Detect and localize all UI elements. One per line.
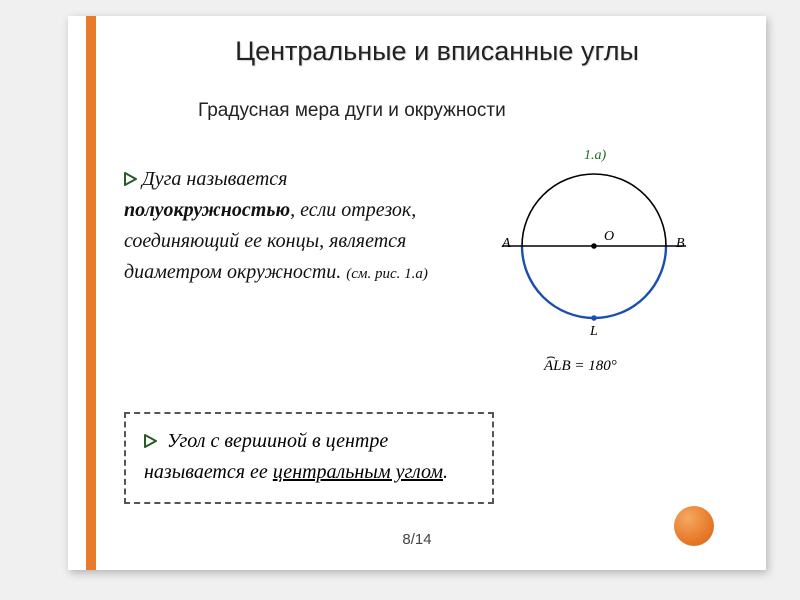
label-a: A <box>502 236 511 252</box>
bullet-arrow-icon <box>124 172 138 186</box>
fig-label: 1.а) <box>584 148 606 164</box>
slide-title: Центральные и вписанные углы <box>148 36 726 67</box>
central-angle-box: Угол с вершиной в центре называется ее ц… <box>124 412 494 504</box>
circle-diagram: 1.а) A B O L ⌢ ALB = 180° <box>484 146 704 376</box>
box-post: . <box>443 461 448 483</box>
body1-ref: (см. рис. 1.а) <box>346 266 428 282</box>
box-underline: центральным углом <box>273 461 443 483</box>
bullet-arrow-icon <box>144 434 158 448</box>
label-l: L <box>590 324 598 340</box>
accent-bar <box>86 16 96 570</box>
arc-formula: ⌢ ALB = 180° <box>544 358 617 375</box>
label-o: O <box>604 229 614 245</box>
slide-frame: Центральные и вписанные углы Градусная м… <box>68 16 766 570</box>
circle-svg <box>484 146 704 346</box>
page-number: 8/14 <box>68 531 766 548</box>
definition-paragraph: Дуга называется полуокружностью, если от… <box>124 164 444 288</box>
body1-pre: Дуга называется <box>142 168 287 190</box>
label-b: B <box>676 236 685 252</box>
slide-subtitle: Градусная мера дуги и окружности <box>198 100 506 122</box>
body1-bold: полуокружностью <box>124 199 290 221</box>
